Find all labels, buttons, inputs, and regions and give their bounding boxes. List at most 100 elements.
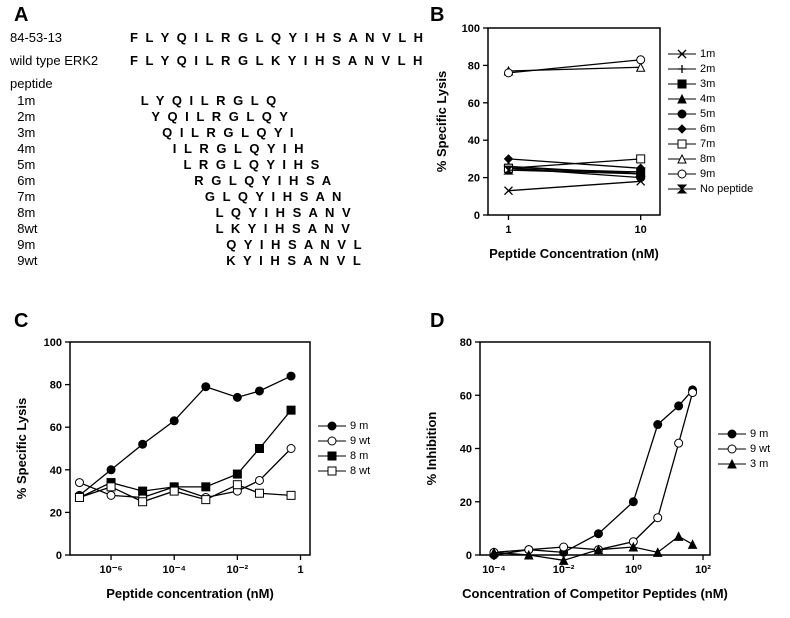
svg-text:10⁰: 10⁰ bbox=[625, 564, 642, 576]
sequence-row: 8mL Q Y I H S A N V bbox=[10, 205, 390, 220]
svg-text:60: 60 bbox=[50, 422, 62, 434]
legend-item: 9 wt bbox=[318, 434, 370, 449]
legend-item: 3m bbox=[668, 77, 753, 92]
legend-item: 8m bbox=[668, 152, 753, 167]
svg-text:20: 20 bbox=[50, 507, 62, 519]
svg-text:80: 80 bbox=[460, 337, 472, 349]
svg-text:60: 60 bbox=[468, 98, 480, 110]
svg-text:10⁻⁶: 10⁻⁶ bbox=[99, 564, 122, 576]
svg-text:40: 40 bbox=[460, 444, 472, 456]
legend-item: 1m bbox=[668, 47, 753, 62]
chart-legend: 9 m 9 wt 8 m 8 wt bbox=[318, 419, 370, 479]
svg-text:100: 100 bbox=[44, 337, 62, 349]
legend-label: 6m bbox=[700, 123, 715, 135]
legend-label: 8 m bbox=[350, 450, 368, 462]
svg-text:20: 20 bbox=[460, 497, 472, 509]
chart-legend: 1m 2m 3m 4m5m 6m 7m8m 9m No peptide bbox=[668, 47, 753, 197]
sequence-name: 84-53-13 bbox=[10, 30, 130, 45]
sequence-name: 2m bbox=[10, 109, 130, 124]
sequence-text: Q I L R G L Q Y I bbox=[130, 125, 296, 140]
svg-text:Concentration of Competitor Pe: Concentration of Competitor Peptides (nM… bbox=[462, 586, 728, 601]
legend-item: 7m bbox=[668, 137, 753, 152]
legend-item: 9m bbox=[668, 167, 753, 182]
legend-item: 6m bbox=[668, 122, 753, 137]
sequence-name: 8m bbox=[10, 205, 130, 220]
svg-text:Peptide concentration (nM): Peptide concentration (nM) bbox=[106, 586, 274, 601]
sequence-text: I L R G L Q Y I H bbox=[130, 141, 306, 156]
panel-a-label: A bbox=[14, 4, 28, 27]
sequence-name: 3m bbox=[10, 125, 130, 140]
legend-item: 5m bbox=[668, 107, 753, 122]
svg-text:% Inhibition: % Inhibition bbox=[424, 412, 439, 486]
chart-legend: 9 m 9 wt 3 m bbox=[718, 426, 770, 471]
legend-label: 9 wt bbox=[750, 443, 770, 455]
svg-text:% Specific Lysis: % Specific Lysis bbox=[434, 71, 449, 172]
sequence-name: 9wt bbox=[10, 253, 130, 268]
panel-c-chart: 02040608010010⁻⁶10⁻⁴10⁻²1Peptide concent… bbox=[10, 320, 390, 610]
legend-label: 8m bbox=[700, 153, 715, 165]
svg-text:0: 0 bbox=[466, 550, 472, 562]
legend-label: 5m bbox=[700, 108, 715, 120]
svg-text:40: 40 bbox=[468, 135, 480, 147]
svg-text:0: 0 bbox=[474, 210, 480, 222]
sequence-text: Y Q I L R G L Q Y bbox=[130, 109, 290, 124]
svg-text:80: 80 bbox=[468, 60, 480, 72]
svg-text:80: 80 bbox=[50, 380, 62, 392]
sequence-name: 5m bbox=[10, 157, 130, 172]
sequence-row: 9wtK Y I H S A N V L bbox=[10, 253, 390, 268]
sequence-name: 7m bbox=[10, 189, 130, 204]
svg-text:100: 100 bbox=[462, 23, 480, 35]
sequence-text: K Y I H S A N V L bbox=[130, 253, 363, 268]
legend-label: 9 m bbox=[350, 420, 368, 432]
legend-item: No peptide bbox=[668, 182, 753, 197]
sequence-name: 6m bbox=[10, 173, 130, 188]
sequence-text: Q Y I H S A N V L bbox=[130, 237, 364, 252]
sequence-text: L K Y I H S A N V bbox=[130, 221, 352, 236]
legend-label: 3m bbox=[700, 78, 715, 90]
svg-text:10⁻²: 10⁻² bbox=[227, 564, 249, 576]
legend-label: 9 wt bbox=[350, 435, 370, 447]
sequence-text: L Y Q I L R G L Q bbox=[130, 93, 278, 108]
sequence-name: 8wt bbox=[10, 221, 130, 236]
sequence-row: 4mI L R G L Q Y I H bbox=[10, 141, 390, 156]
sequence-row: 2mY Q I L R G L Q Y bbox=[10, 109, 390, 124]
legend-label: No peptide bbox=[700, 183, 753, 195]
sequence-row: 9mQ Y I H S A N V L bbox=[10, 237, 390, 252]
svg-text:10²: 10² bbox=[695, 564, 711, 576]
legend-label: 9m bbox=[700, 168, 715, 180]
sequence-text: L Q Y I H S A N V bbox=[130, 205, 353, 220]
svg-text:1: 1 bbox=[505, 224, 511, 236]
panel-a-sequences: 84-53-13F L Y Q I L R G L Q Y I H S A N … bbox=[10, 30, 390, 269]
sequence-row: 84-53-13F L Y Q I L R G L Q Y I H S A N … bbox=[10, 30, 390, 45]
svg-text:10⁻⁴: 10⁻⁴ bbox=[482, 564, 505, 576]
legend-item: 4m bbox=[668, 92, 753, 107]
legend-item: 9 m bbox=[718, 426, 770, 441]
svg-text:1: 1 bbox=[297, 564, 303, 576]
legend-item: 3 m bbox=[718, 456, 770, 471]
panel-b-chart: 020406080100110Peptide Concentration (nM… bbox=[430, 10, 770, 270]
legend-label: 8 wt bbox=[350, 465, 370, 477]
svg-text:20: 20 bbox=[468, 173, 480, 185]
sequence-name: wild type ERK2 bbox=[10, 53, 130, 68]
sequence-row: peptide bbox=[10, 76, 390, 91]
sequence-row: 8wtL K Y I H S A N V bbox=[10, 221, 390, 236]
sequence-row: 1mL Y Q I L R G L Q bbox=[10, 93, 390, 108]
sequence-name: 9m bbox=[10, 237, 130, 252]
legend-item: 8 wt bbox=[318, 464, 370, 479]
legend-label: 2m bbox=[700, 63, 715, 75]
svg-text:10⁻⁴: 10⁻⁴ bbox=[162, 564, 185, 576]
legend-item: 9 m bbox=[318, 419, 370, 434]
panel-d-chart: 02040608010⁻⁴10⁻²10⁰10²Concentration of … bbox=[420, 320, 780, 610]
legend-label: 1m bbox=[700, 48, 715, 60]
legend-item: 9 wt bbox=[718, 441, 770, 456]
sequence-text: F L Y Q I L R G L Q Y I H S A N V L H bbox=[130, 30, 425, 45]
svg-text:% Specific Lysis: % Specific Lysis bbox=[14, 398, 29, 499]
legend-label: 3 m bbox=[750, 458, 768, 470]
sequence-row: 7mG L Q Y I H S A N bbox=[10, 189, 390, 204]
sequence-name: peptide bbox=[10, 76, 130, 91]
svg-text:10: 10 bbox=[635, 224, 647, 236]
svg-text:40: 40 bbox=[50, 465, 62, 477]
sequence-row: wild type ERK2F L Y Q I L R G L K Y I H … bbox=[10, 53, 390, 68]
sequence-text: G L Q Y I H S A N bbox=[130, 189, 343, 204]
svg-text:10⁻²: 10⁻² bbox=[553, 564, 575, 576]
